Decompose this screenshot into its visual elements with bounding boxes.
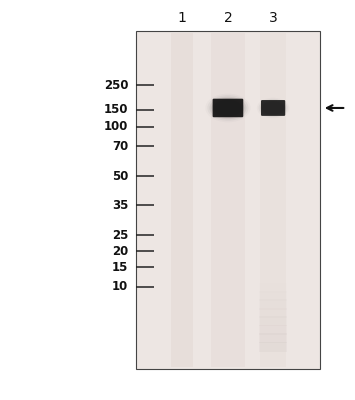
FancyBboxPatch shape	[261, 100, 285, 116]
Bar	[259, 282, 287, 293]
Text: 50: 50	[112, 170, 129, 183]
Bar	[259, 325, 287, 335]
Bar	[171, 33, 193, 366]
Text: 250: 250	[104, 79, 129, 92]
Text: 1: 1	[178, 11, 186, 25]
Bar	[259, 333, 287, 343]
Ellipse shape	[262, 101, 284, 115]
Text: 20: 20	[112, 245, 129, 258]
Bar	[259, 342, 287, 352]
Text: 150: 150	[104, 103, 129, 116]
Ellipse shape	[260, 100, 286, 116]
Ellipse shape	[209, 97, 246, 119]
Text: 2: 2	[224, 11, 232, 25]
Ellipse shape	[212, 98, 244, 118]
Text: 25: 25	[112, 229, 129, 242]
Ellipse shape	[258, 99, 288, 117]
Bar	[259, 308, 287, 318]
Bar	[260, 33, 286, 366]
Ellipse shape	[214, 100, 242, 116]
Text: 3: 3	[269, 11, 278, 25]
FancyBboxPatch shape	[213, 99, 243, 117]
Bar	[259, 316, 287, 326]
Bar	[259, 300, 287, 310]
Text: 35: 35	[112, 198, 129, 212]
Bar	[136, 32, 320, 368]
Bar	[211, 33, 245, 366]
Bar	[259, 291, 287, 301]
Text: 70: 70	[112, 140, 129, 152]
Text: 100: 100	[104, 120, 129, 133]
Text: 10: 10	[112, 280, 129, 294]
Text: 15: 15	[112, 261, 129, 274]
